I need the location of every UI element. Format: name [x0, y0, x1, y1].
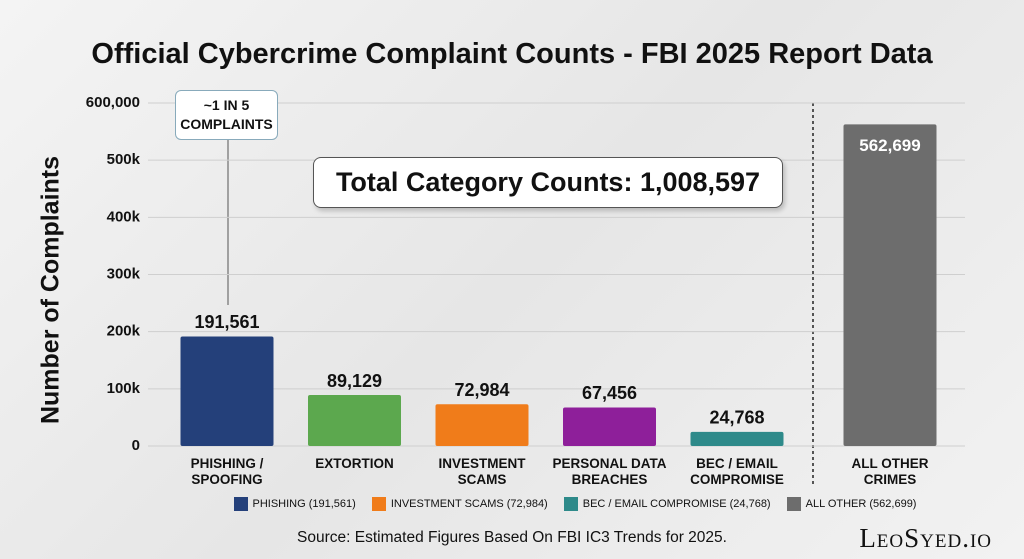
y-tick-label: 200k	[107, 323, 141, 340]
x-tick-label: PERSONAL DATA BREACHES	[552, 456, 667, 487]
bar	[690, 431, 784, 446]
value-label: 191,561	[194, 312, 259, 332]
bar	[843, 124, 937, 447]
y-tick-label: 100k	[107, 380, 141, 397]
y-tick-label: 300k	[107, 265, 141, 282]
legend-label: PHISHING (191,561)	[252, 498, 356, 510]
total-annotation: Total Category Counts: 1,008,597	[313, 157, 783, 208]
chart-title: Official Cybercrime Complaint Counts - F…	[91, 38, 933, 70]
legend-swatch	[786, 497, 801, 511]
bar	[180, 336, 274, 446]
legend-label: BEC / EMAIL COMPROMISE (24,768)	[582, 498, 771, 510]
x-tick-label: ALL OTHER CRIMES	[851, 456, 929, 487]
bar	[308, 395, 401, 446]
x-tick-label: INVESTMENT SCAMS	[438, 456, 526, 487]
legend-swatch	[371, 497, 386, 511]
value-label: 89,129	[327, 371, 382, 391]
legend-label: INVESTMENT SCAMS (72,984)	[390, 498, 548, 510]
bar	[435, 404, 529, 446]
legend: PHISHING (191,561) INVESTMENT SCAMS (72,9…	[140, 497, 1010, 511]
legend-entry: INVESTMENT SCAMS (72,984)	[371, 497, 548, 511]
legend-swatch	[233, 497, 248, 511]
y-axis-label: Number of Complaints	[37, 156, 65, 424]
x-tick-label: PHISHING / SPOOFING	[190, 456, 264, 487]
value-label: 24,768	[709, 408, 764, 428]
bar	[563, 407, 656, 446]
value-label: 562,699	[859, 136, 920, 155]
legend-swatch	[563, 497, 578, 511]
value-label: 72,984	[454, 380, 509, 400]
legend-entry: ALL OTHER (562,699)	[786, 497, 917, 511]
brand: LeoSyed.io	[859, 523, 992, 553]
y-tick-label: 500k	[107, 151, 141, 168]
y-tick-label: 400k	[107, 208, 141, 225]
x-tick-label: BEC / EMAIL COMPROMISE	[690, 456, 784, 487]
legend-entry: PHISHING (191,561)	[233, 497, 356, 511]
y-tick-label: 0	[132, 437, 140, 454]
legend-label: ALL OTHER (562,699)	[805, 498, 917, 510]
callout: ~1 IN 5 COMPLAINTS	[175, 90, 278, 140]
value-label: 67,456	[582, 383, 637, 403]
legend-entry: BEC / EMAIL COMPROMISE (24,768)	[563, 497, 771, 511]
x-tick-label: EXTORTION	[315, 456, 394, 471]
y-tick-label: 600,000	[86, 94, 140, 111]
source: Source: Estimated Figures Based On FBI I…	[297, 529, 727, 546]
